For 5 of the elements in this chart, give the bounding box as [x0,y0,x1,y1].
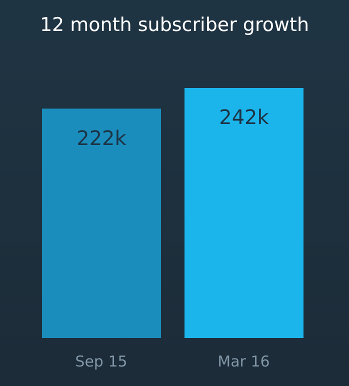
data-label: 242k [219,105,270,130]
chart-title: 12 month subscriber growth [38,14,310,36]
x-tick-label: Mar 16 [218,352,270,371]
data-label: 222k [76,126,127,150]
x-tick-label: Sep 15 [75,352,128,371]
